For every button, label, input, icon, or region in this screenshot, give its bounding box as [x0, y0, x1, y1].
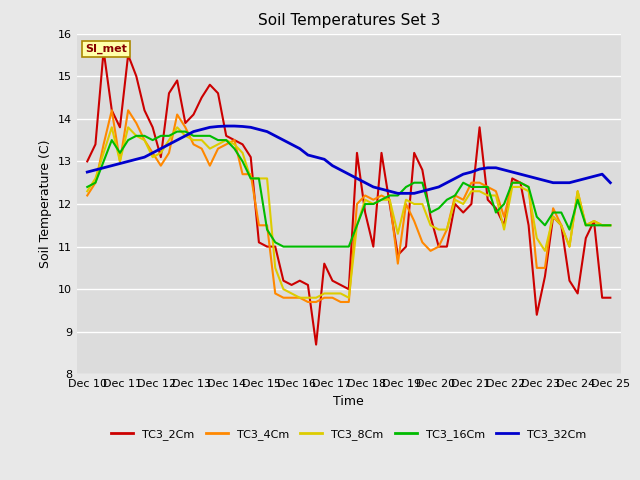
Y-axis label: Soil Temperature (C): Soil Temperature (C): [39, 140, 52, 268]
Text: SI_met: SI_met: [85, 44, 127, 54]
Legend: TC3_2Cm, TC3_4Cm, TC3_8Cm, TC3_16Cm, TC3_32Cm: TC3_2Cm, TC3_4Cm, TC3_8Cm, TC3_16Cm, TC3…: [107, 424, 591, 444]
Title: Soil Temperatures Set 3: Soil Temperatures Set 3: [257, 13, 440, 28]
X-axis label: Time: Time: [333, 395, 364, 408]
